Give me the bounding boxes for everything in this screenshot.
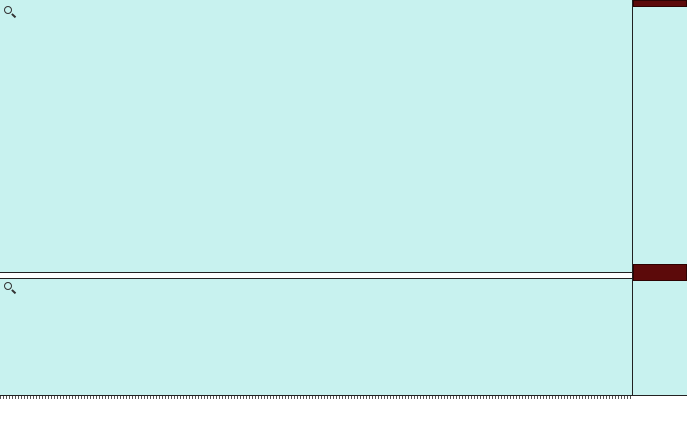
legend-mov20-row[interactable] bbox=[17, 110, 21, 124]
pane-handle-top[interactable] bbox=[633, 0, 687, 7]
magnifier-icon[interactable] bbox=[3, 281, 16, 294]
price-axis-scale[interactable] bbox=[633, 8, 687, 263]
magnifier-icon[interactable] bbox=[3, 5, 16, 18]
time-axis-minor-ticks bbox=[0, 396, 633, 399]
price-chart-plot[interactable] bbox=[0, 8, 632, 271]
rsi-chart-plot[interactable] bbox=[0, 279, 632, 394]
legend-symbol-row[interactable] bbox=[17, 18, 21, 32]
rsi-axis-scale[interactable] bbox=[633, 282, 687, 394]
time-axis[interactable] bbox=[0, 395, 687, 422]
legend-date-row bbox=[3, 4, 19, 18]
legend-mov36-row[interactable] bbox=[17, 126, 21, 140]
rsi-legend-date-row bbox=[3, 280, 19, 294]
pane-handle-middle[interactable] bbox=[633, 264, 687, 281]
price-axis-border bbox=[632, 0, 633, 395]
pane-separator[interactable] bbox=[0, 272, 633, 279]
rsi-legend-indicator-row[interactable] bbox=[17, 294, 21, 308]
